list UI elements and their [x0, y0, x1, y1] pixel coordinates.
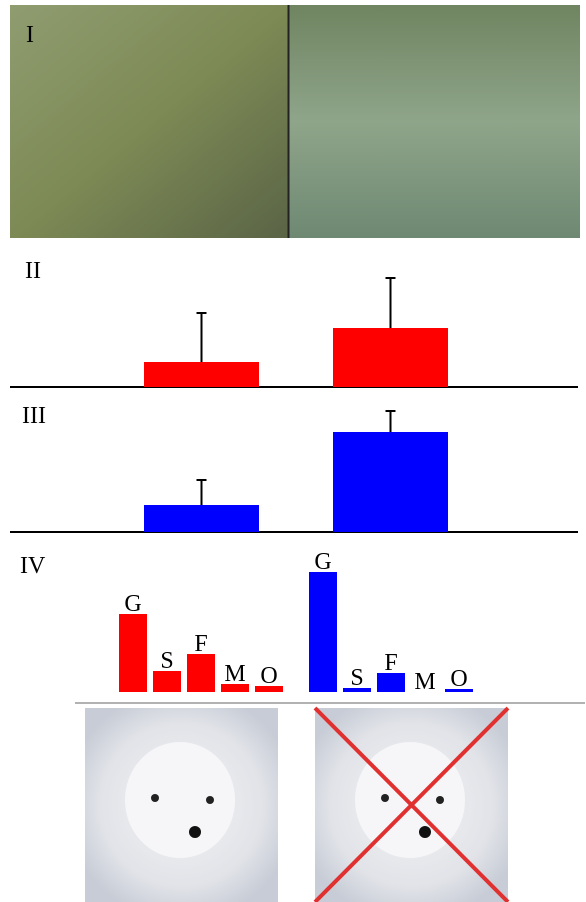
bar-label: M: [224, 661, 245, 687]
bar-label: S: [350, 665, 363, 691]
photo-fox-crossed: [313, 706, 510, 902]
bar: [445, 689, 473, 692]
bar: [255, 686, 283, 692]
bar: [119, 614, 147, 692]
panel-label: IV: [20, 553, 46, 579]
bar-label: S: [160, 648, 173, 674]
bar-label: O: [260, 663, 277, 689]
photo-fox: [85, 708, 278, 902]
bar: [333, 432, 448, 532]
error-bar: [196, 312, 207, 362]
panel-label: III: [22, 403, 46, 429]
bar: [144, 362, 259, 387]
bar: [153, 671, 181, 692]
bar-label: F: [384, 650, 397, 676]
bar-label: F: [194, 631, 207, 657]
bar: [187, 654, 215, 692]
bar-label: G: [124, 591, 141, 617]
bar: [221, 684, 249, 692]
bar-label: M: [414, 669, 435, 695]
error-bar: [385, 410, 396, 432]
bar: [343, 688, 371, 692]
bar: [333, 328, 448, 387]
error-bar: [385, 277, 396, 328]
bar: [144, 505, 259, 532]
photo-tundra: [10, 5, 580, 238]
bar: [377, 673, 405, 692]
bar: [309, 572, 337, 692]
bar-label: O: [450, 666, 467, 692]
bar-label: G: [314, 549, 331, 575]
error-bar: [196, 479, 207, 505]
panel-label: I: [26, 22, 34, 48]
panel-label: II: [25, 258, 41, 284]
